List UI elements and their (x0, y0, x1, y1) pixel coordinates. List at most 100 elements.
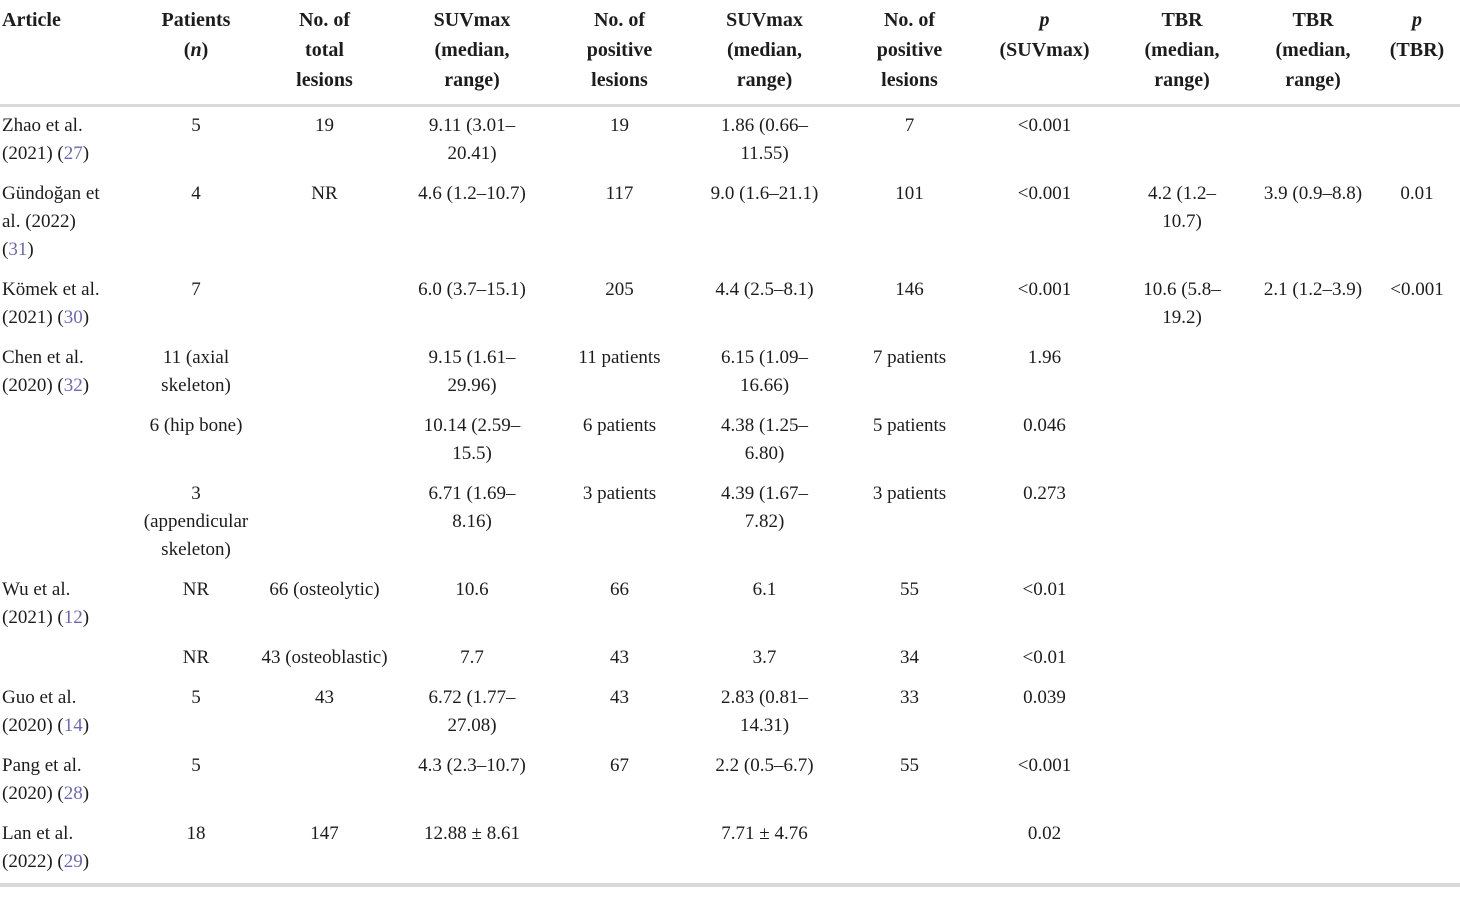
header-line: No. of (593, 9, 646, 31)
cell-p-tbr (1374, 815, 1460, 885)
cell-positive-2: 33 (900, 687, 919, 708)
cell-positive-2: 34 (900, 647, 919, 668)
header-line: SUVmax (726, 9, 803, 31)
header-line: (TBR) (1389, 39, 1445, 61)
cell-article: Lan et al. (2022) (29) (2, 823, 90, 872)
cell-p-suvmax: <0.01 (1022, 579, 1067, 600)
cell-patients: 11 (axial skeleton) (161, 347, 231, 396)
header-line: No. of (883, 9, 936, 31)
table-row: 6 (hip bone) 10.14 (2.59–15.5) 6 patients 4… (0, 407, 1460, 475)
cell-tbr-2 (1252, 407, 1374, 475)
cell-p-tbr (1374, 407, 1460, 475)
cell-positive-2: 7 (904, 115, 915, 136)
reference-link[interactable]: 32 (63, 375, 83, 396)
cell-tbr-1 (1112, 475, 1252, 571)
cell-suvmax-1: 10.6 (455, 579, 489, 600)
header-line: range) (736, 69, 793, 91)
cell-suvmax-2: 1.86 (0.66–11.55) (720, 115, 809, 164)
header-line: p (1039, 9, 1050, 31)
cell-suvmax-1: 6.71 (1.69–8.16) (428, 483, 516, 532)
cell-positive-1: 117 (605, 183, 634, 204)
cell-suvmax-2: 3.7 (752, 647, 777, 668)
header-line: (median, (434, 39, 510, 61)
cell-tbr-2: 3.9 (0.9–8.8) (1263, 183, 1363, 204)
reference-link[interactable]: 31 (8, 239, 28, 260)
cell-positive-2: 146 (895, 279, 924, 300)
cell-patients: 4 (191, 183, 201, 204)
cell-article: Kömek et al. (2021) (30) (2, 279, 100, 328)
cell-positive-1: 11 patients (578, 347, 661, 368)
reference-link[interactable]: 12 (63, 607, 83, 628)
cell-patients: 5 (191, 687, 201, 708)
header-line: p (1412, 9, 1422, 31)
header-line: Article (2, 9, 61, 31)
cell-total-lesions: 19 (315, 115, 334, 136)
results-table: Article Patients (n) No. of total lesions SUVm… (0, 0, 1460, 885)
cell-tbr-1 (1112, 106, 1252, 176)
cell-tbr-2 (1252, 747, 1374, 815)
cell-suvmax-2: 6.1 (752, 579, 777, 600)
cell-positive-1: 66 (610, 579, 629, 600)
header-line: (SUVmax) (999, 39, 1090, 61)
cell-tbr-2 (1252, 815, 1374, 885)
cell-suvmax-1: 12.88 ± 8.61 (424, 823, 520, 844)
cell-article: Wu et al. (2021) (12) (2, 579, 90, 628)
cell-positive-2: 5 patients (872, 415, 947, 436)
cell-article (0, 407, 135, 475)
header-line: range) (1285, 69, 1341, 91)
header-line: (n) (183, 39, 209, 61)
cell-patients: 6 (hip bone) (149, 415, 243, 436)
cell-positive-1: 19 (610, 115, 629, 136)
table-row: Chen et al. (2020) (32) 11 (axial skeleto… (0, 339, 1460, 407)
cell-p-tbr (1374, 571, 1460, 639)
reference-link[interactable]: 28 (63, 783, 83, 804)
cell-positive-2: 3 patients (872, 483, 947, 504)
cell-tbr-1 (1112, 339, 1252, 407)
header-line: (median, (727, 39, 802, 61)
cell-tbr-1: 10.6 (5.8–19.2) (1143, 279, 1221, 328)
column-header-suvmax-1: SUVmax (median, range) (392, 0, 552, 106)
header-line: lesions (881, 69, 938, 91)
cell-total-lesions (257, 475, 392, 571)
cell-total-lesions: 43 (osteoblastic) (261, 647, 388, 668)
cell-p-tbr: 0.01 (1400, 183, 1434, 204)
reference-link[interactable]: 30 (63, 307, 83, 328)
table-row: Gündoğan et al. (2022) (31) 4 NR 4.6 (1.2–1… (0, 175, 1460, 271)
column-header-positive-2: No. of positive lesions (842, 0, 977, 106)
header-line: positive (586, 39, 653, 61)
header-line: lesions (591, 69, 648, 91)
cell-suvmax-1: 9.15 (1.61–29.96) (428, 347, 516, 396)
table-row: Lan et al. (2022) (29) 18 147 12.88 ± 8.61 7… (0, 815, 1460, 885)
cell-article: Pang et al. (2020) (28) (2, 755, 90, 804)
cell-total-lesions (257, 747, 392, 815)
cell-positive-1: 43 (610, 647, 629, 668)
cell-total-lesions: 147 (310, 823, 339, 844)
cell-patients: 5 (191, 755, 201, 776)
cell-tbr-1 (1112, 407, 1252, 475)
cell-article: Chen et al. (2020) (32) (2, 347, 90, 396)
reference-link[interactable]: 14 (63, 715, 83, 736)
cell-article: Guo et al. (2020) (14) (2, 687, 90, 736)
column-header-tbr-1: TBR (median, range) (1112, 0, 1252, 106)
cell-suvmax-2: 2.2 (0.5–6.7) (715, 755, 814, 776)
cell-tbr-1 (1112, 815, 1252, 885)
column-header-positive-1: No. of positive lesions (552, 0, 687, 106)
cell-suvmax-1: 4.6 (1.2–10.7) (418, 183, 526, 204)
header-line: range) (444, 69, 500, 91)
cell-p-suvmax: <0.01 (1022, 647, 1067, 668)
header-line: (median, (1144, 39, 1220, 61)
column-header-p-tbr: p (TBR) (1374, 0, 1460, 106)
column-header-p-suvmax: p (SUVmax) (977, 0, 1112, 106)
cell-positive-1: 43 (610, 687, 629, 708)
cell-p-suvmax: 0.02 (1027, 823, 1062, 844)
cell-suvmax-2: 6.15 (1.09–16.66) (720, 347, 809, 396)
cell-p-suvmax: <0.001 (1017, 279, 1072, 300)
reference-link[interactable]: 27 (63, 143, 83, 164)
cell-p-tbr (1374, 679, 1460, 747)
cell-positive-2: 55 (900, 579, 919, 600)
cell-p-tbr (1374, 475, 1460, 571)
cell-suvmax-1: 7.7 (460, 647, 484, 668)
header-line: range) (1154, 69, 1210, 91)
reference-link[interactable]: 29 (63, 851, 83, 872)
cell-p-suvmax: <0.001 (1017, 183, 1072, 204)
